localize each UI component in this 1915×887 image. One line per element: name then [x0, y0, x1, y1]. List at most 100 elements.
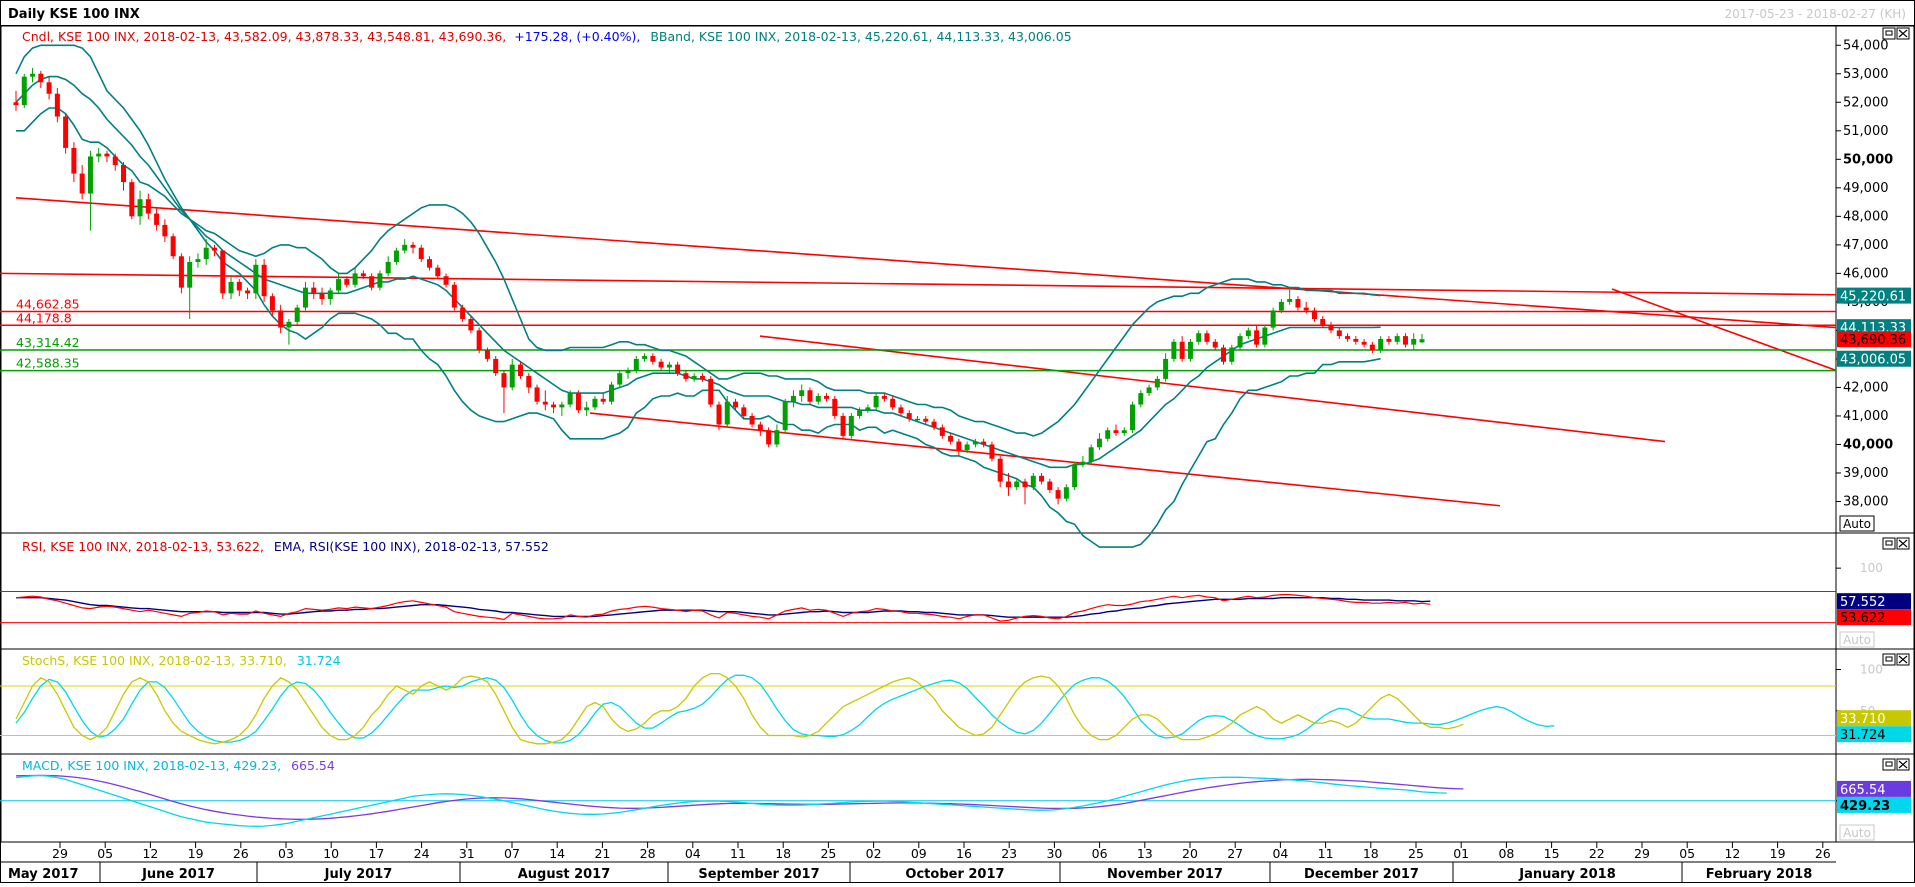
price-tick-label: 53,000: [1843, 67, 1889, 82]
day-tick-label: 04: [1272, 846, 1288, 861]
day-tick-label: 28: [640, 846, 656, 861]
month-label: September 2017: [698, 867, 819, 882]
candle-body: [948, 435, 954, 442]
candle-body: [104, 153, 110, 157]
rsi-auto-button[interactable]: Auto: [1839, 631, 1875, 648]
candle-body: [1163, 358, 1169, 379]
day-tick-label: 08: [1498, 846, 1514, 861]
candle-body: [1088, 447, 1094, 462]
month-label: May 2017: [8, 867, 79, 882]
candle-body: [71, 147, 77, 174]
candle-body: [633, 358, 639, 371]
candle-body: [220, 250, 226, 294]
candle-body: [807, 390, 813, 402]
maximize-icon-glyph: [1885, 30, 1893, 36]
price-tag-box: [1837, 319, 1911, 336]
candle-body: [162, 224, 168, 237]
day-tick-label: 19: [188, 846, 204, 861]
day-tick-label: 24: [414, 846, 430, 861]
price-auto-button[interactable]: Auto: [1839, 515, 1875, 532]
price-auto-label: Auto: [1843, 517, 1871, 531]
maximize-icon: [1882, 653, 1896, 666]
signal-value-label: 665.54: [1840, 783, 1886, 798]
candle-body: [873, 395, 879, 408]
candle-body: [981, 441, 987, 445]
rsi-tick-label: 100: [1860, 561, 1883, 575]
candle-body: [1254, 330, 1260, 345]
candle-body: [1055, 490, 1061, 499]
candle-body: [931, 421, 937, 428]
candle-body: [881, 395, 887, 399]
macd-value-box: [1837, 796, 1911, 813]
candle-body: [964, 444, 970, 451]
candle-body: [302, 287, 308, 308]
candle-body: [1146, 387, 1152, 394]
trend-line: [589, 412, 1501, 507]
candle-body: [468, 318, 474, 331]
candle-body: [385, 261, 391, 274]
candle-body: [1179, 341, 1185, 359]
candle-body: [493, 358, 499, 374]
candle-body: [1138, 393, 1144, 405]
price-tick-label: 41,000: [1843, 409, 1889, 424]
candle-body: [989, 444, 995, 459]
window-title: Daily KSE 100 INX: [8, 7, 140, 22]
price-panel: 54,000 53,000 52,000 51,000 50,000 49,000 48,0…: [0, 38, 1911, 548]
macd-panel-frame: [0, 753, 1915, 843]
day-tick-label: 14: [549, 846, 565, 861]
candle-body: [1221, 347, 1227, 362]
maximize-icon-glyph: [1885, 656, 1893, 662]
bband-lower-line: [16, 107, 1381, 548]
close-icon-glyph: [1898, 655, 1908, 664]
candle-body: [1030, 475, 1036, 488]
candle-body: [766, 430, 772, 445]
month-label: October 2017: [905, 867, 1004, 882]
signal-legend-text: 665.54: [291, 758, 335, 773]
candle-body: [121, 165, 127, 183]
day-tick-label: 16: [956, 846, 972, 861]
day-tick-label: 12: [1724, 846, 1740, 861]
day-tick-label: 03: [278, 846, 294, 861]
candle-body: [435, 267, 441, 277]
close-icon-glyph: [1898, 29, 1908, 38]
rsi-line: [15, 593, 1431, 622]
candle-body: [691, 376, 697, 379]
macd-legend-text: MACD, KSE 100 INX, 2018-02-13, 429.23,: [22, 758, 281, 773]
candle-body: [1187, 341, 1193, 359]
candle-body: [658, 361, 664, 368]
candle-body: [1072, 464, 1078, 488]
candle-body: [294, 307, 300, 322]
candle-body: [774, 430, 780, 445]
candle-body: [460, 307, 466, 319]
candle-body: [327, 290, 333, 300]
macd-legend: MACD, KSE 100 INX, 2018-02-13, 429.23, 6…: [22, 758, 335, 773]
stoch-d-value-box: [1837, 726, 1911, 743]
candle-body: [393, 250, 399, 262]
price-tick-label: 54,000: [1843, 38, 1889, 53]
candle-body: [584, 407, 590, 411]
candle-body: [427, 259, 433, 268]
candle-body: [87, 156, 93, 194]
maximize-icon: [1882, 537, 1896, 550]
price-tag-label: 43,006.05: [1840, 353, 1906, 368]
stoch-k-line: [15, 672, 1464, 745]
candle-body: [112, 156, 118, 166]
day-tick-label: 06: [1092, 846, 1108, 861]
price-tick-label: 39,000: [1843, 466, 1889, 481]
candle-body: [402, 244, 408, 251]
level-label: 44,178.8: [16, 310, 72, 325]
bband-upper-line: [15, 44, 1381, 437]
macd-value-label: 429.23: [1840, 799, 1890, 814]
candle-body: [1320, 318, 1326, 325]
signal-line: [15, 774, 1464, 820]
stoch-k-legend: StochS, KSE 100 INX, 2018-02-13, 33.710,: [22, 653, 287, 668]
level-label: 44,662.85: [16, 296, 80, 311]
rsi-legend: RSI, KSE 100 INX, 2018-02-13, 53.622, EM…: [22, 539, 549, 554]
maximize-icon: [1882, 27, 1896, 40]
level-label: 43,314.42: [16, 335, 80, 350]
macd-line: [15, 774, 1447, 827]
candle-body: [848, 415, 854, 436]
macd-auto-button[interactable]: Auto: [1839, 824, 1875, 841]
candle-body: [997, 458, 1003, 482]
